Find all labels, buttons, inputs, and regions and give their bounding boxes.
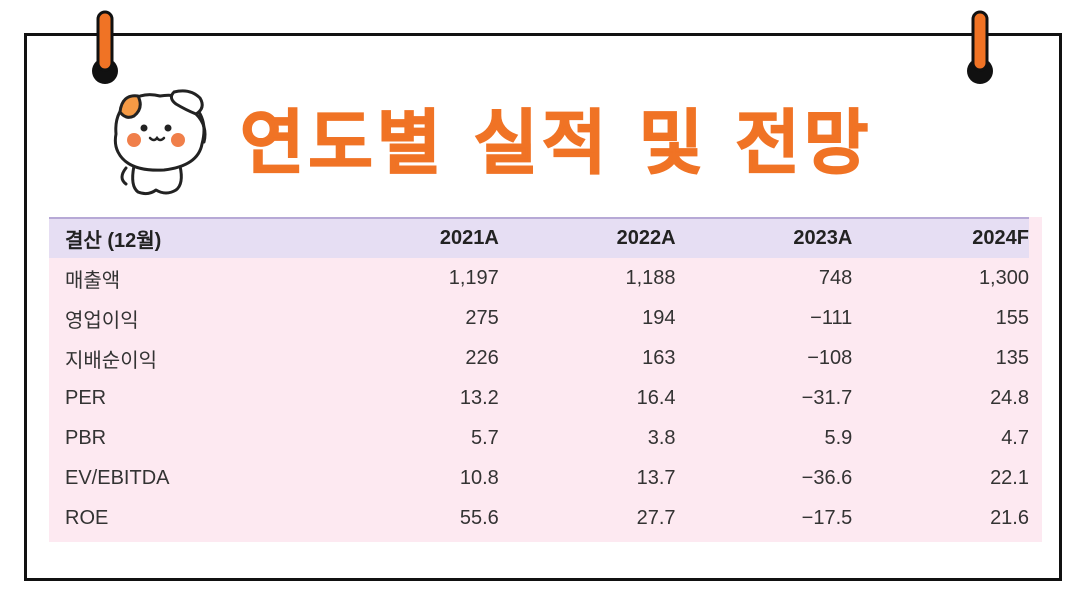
table-cell: 3.8 [647,426,676,449]
table-cell: 21.6 [990,506,1029,529]
header-cell: 2023A [675,217,853,258]
table-row: ROE 55.6 27.7 −17.5 21.6 [49,498,1029,538]
table-cell: 22.1 [990,466,1029,489]
table-cell: 226 [465,346,499,369]
table-cell: 13.2 [459,386,499,409]
row-label: 매출액 [65,269,121,292]
table-cell: −31.7 [801,386,853,409]
table-cell: 194 [642,306,676,329]
table-cell: 275 [465,306,499,329]
table-cell: −108 [807,346,853,369]
header-cell: 2021A [322,217,499,258]
row-label: PBR [65,426,107,449]
table-header-row: 결산 (12월) 2021A 2022A 2023A 2024F [49,217,1029,258]
table-row: 영업이익 275 194 −111 155 [49,298,1029,338]
table-cell: 4.7 [1001,426,1029,449]
table-cell: 748 [818,266,853,289]
table-cell: 10.8 [459,466,499,489]
table-cell: 24.8 [990,386,1029,409]
header-cell: 2022A [498,217,676,258]
table-row: 매출액 1,197 1,188 748 1,300 [49,258,1029,298]
header-cell: 2024F [852,217,1029,258]
table-cell: 16.4 [636,386,676,409]
table-cell: −36.6 [801,466,853,489]
header-cell: 결산 (12월) [49,217,323,258]
table-cell: −17.5 [801,506,853,529]
table-cell: 135 [995,346,1029,369]
table-cell: 13.7 [636,466,676,489]
page-title: 연도별 실적 및 전망 [239,101,873,185]
row-label: EV/EBITDA [65,466,170,489]
financial-table: 결산 (12월) 2021A 2022A 2023A 2024F 매출액 1,1… [49,217,1029,538]
table-cell: 1,300 [978,266,1029,289]
row-label: ROE [65,506,109,529]
row-label: 영업이익 [65,309,139,332]
table-cell: 163 [642,346,676,369]
pin-icon [967,10,993,84]
table-cell: 5.9 [824,426,853,449]
table-cell: 1,188 [625,266,676,289]
table-cell: 55.6 [459,506,499,529]
table-row: PER 13.2 16.4 −31.7 24.8 [49,378,1029,418]
table-cell: −111 [810,306,853,329]
row-label: 지배순이익 [65,349,157,372]
table-row: EV/EBITDA 10.8 13.7 −36.6 22.1 [49,458,1029,498]
table-cell: 27.7 [636,506,676,529]
table-row: PBR 5.7 3.8 5.9 4.7 [49,418,1029,458]
table-cell: 1,197 [448,266,499,289]
row-label: PER [65,386,107,409]
pin-icon [92,10,118,84]
table-cell: 155 [995,306,1029,329]
table-row: 지배순이익 226 163 −108 135 [49,338,1029,378]
financial-table-container: 결산 (12월) 2021A 2022A 2023A 2024F 매출액 1,1… [49,217,1042,542]
table-cell: 5.7 [470,426,499,449]
cat-mascot-icon [113,89,207,196]
